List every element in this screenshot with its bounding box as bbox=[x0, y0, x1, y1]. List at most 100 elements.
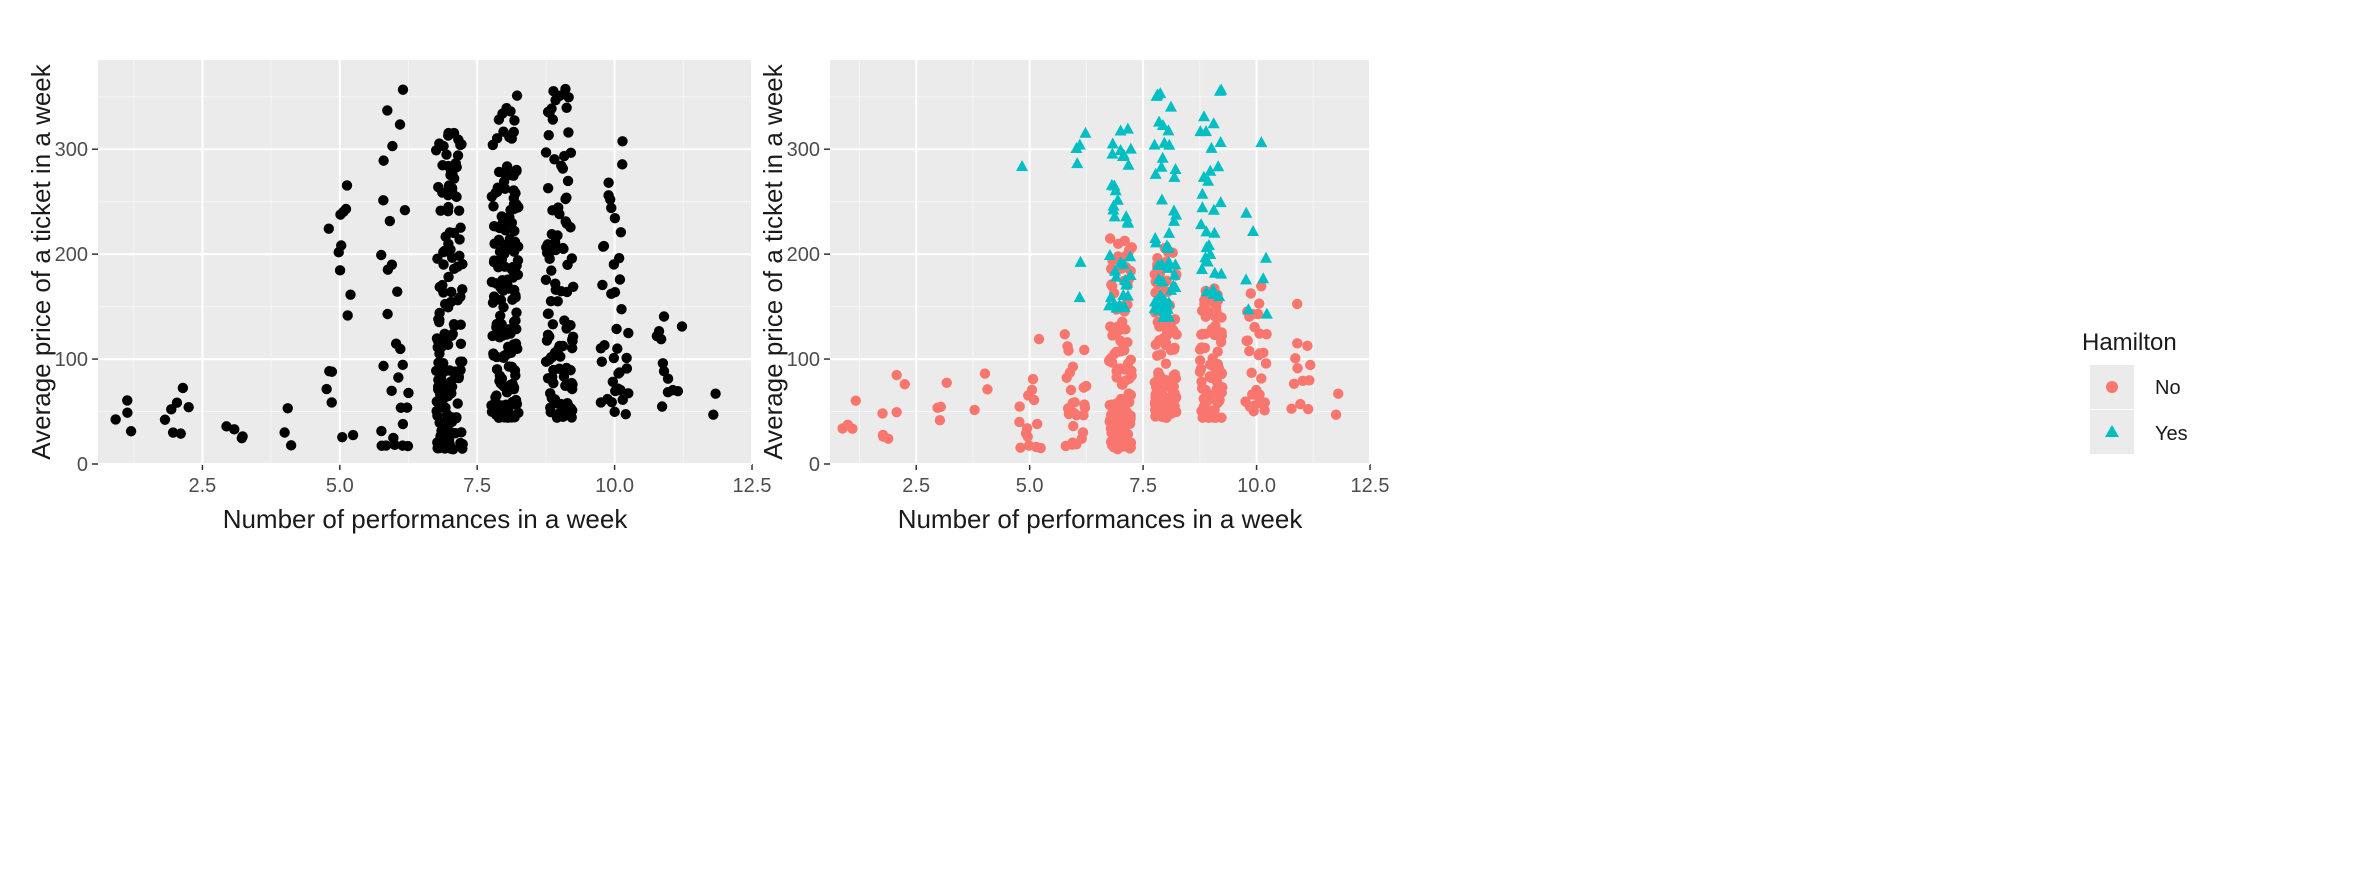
data-point-no bbox=[1302, 340, 1313, 352]
data-point bbox=[676, 321, 688, 332]
data-point-yes bbox=[1260, 307, 1273, 319]
y-tick-label: 0 bbox=[809, 454, 820, 476]
data-point bbox=[509, 115, 520, 126]
data-point-no bbox=[1288, 378, 1300, 389]
data-point bbox=[442, 206, 454, 217]
data-point-yes bbox=[1122, 158, 1135, 170]
data-point-no bbox=[1119, 235, 1130, 246]
data-point-no bbox=[1151, 350, 1163, 361]
data-point bbox=[403, 387, 414, 399]
data-point-no bbox=[1033, 333, 1045, 345]
data-point bbox=[488, 348, 499, 359]
data-point bbox=[563, 127, 574, 138]
data-point-yes bbox=[1199, 125, 1212, 137]
data-point bbox=[710, 388, 721, 399]
data-point-no bbox=[1122, 337, 1133, 348]
x-axis-title: Number of performances in a week bbox=[898, 504, 1304, 534]
data-point-no bbox=[1216, 330, 1227, 342]
data-point-no bbox=[1117, 438, 1128, 450]
data-point bbox=[611, 323, 622, 335]
data-point-yes bbox=[1196, 201, 1209, 213]
data-point bbox=[542, 183, 554, 194]
data-point bbox=[563, 92, 574, 103]
data-point bbox=[125, 426, 137, 437]
data-point bbox=[453, 372, 464, 384]
data-point-yes bbox=[1121, 289, 1134, 301]
data-point bbox=[435, 205, 446, 216]
data-point bbox=[434, 442, 445, 454]
data-point bbox=[437, 340, 448, 352]
data-point-yes bbox=[1240, 273, 1253, 285]
data-point-yes bbox=[1199, 255, 1212, 267]
data-point-no bbox=[1115, 393, 1127, 405]
data-point bbox=[621, 352, 632, 364]
data-point-yes bbox=[1073, 291, 1086, 303]
data-point-yes bbox=[1155, 193, 1168, 205]
data-point-no bbox=[1152, 252, 1163, 264]
data-point bbox=[441, 149, 452, 160]
data-point-no bbox=[877, 408, 888, 419]
data-point bbox=[334, 265, 346, 276]
y-tick-label: 200 bbox=[787, 244, 820, 266]
data-point-no bbox=[1169, 342, 1180, 353]
data-point-yes bbox=[1071, 157, 1084, 169]
data-point-yes bbox=[1215, 267, 1228, 279]
data-point bbox=[386, 259, 398, 270]
data-point-yes bbox=[1195, 262, 1208, 274]
plot-panel-background bbox=[830, 60, 1370, 464]
data-point-no bbox=[1253, 298, 1265, 309]
data-point-no bbox=[1159, 404, 1170, 416]
data-point bbox=[595, 343, 607, 354]
data-point-yes bbox=[1257, 272, 1270, 284]
data-point bbox=[392, 286, 403, 297]
data-point bbox=[452, 398, 463, 409]
data-point-no bbox=[1166, 383, 1177, 394]
data-point-yes bbox=[1074, 255, 1087, 267]
data-point bbox=[444, 227, 455, 238]
data-point bbox=[557, 163, 569, 174]
data-point-no bbox=[1161, 325, 1173, 336]
data-point-no bbox=[1035, 442, 1046, 454]
data-point-no bbox=[1106, 279, 1117, 290]
data-point-yes bbox=[1121, 215, 1134, 227]
data-point bbox=[623, 327, 634, 339]
data-point bbox=[443, 441, 454, 452]
data-point-no bbox=[934, 414, 946, 426]
data-point-no bbox=[1240, 396, 1251, 407]
data-point-no bbox=[1333, 388, 1344, 399]
x-tick-label: 10.0 bbox=[595, 475, 634, 497]
data-point-no bbox=[842, 419, 854, 430]
data-point bbox=[550, 94, 561, 106]
data-point bbox=[166, 404, 177, 415]
data-point-no bbox=[1108, 442, 1120, 453]
data-point-no bbox=[1022, 431, 1033, 442]
data-point-yes bbox=[1164, 283, 1177, 295]
data-point-yes bbox=[1202, 174, 1215, 186]
data-point bbox=[175, 428, 186, 439]
data-point-yes bbox=[1148, 138, 1161, 150]
data-point-no bbox=[882, 433, 894, 444]
data-point-no bbox=[1245, 288, 1257, 299]
data-point-yes bbox=[1168, 170, 1181, 182]
data-point bbox=[326, 397, 337, 408]
data-point bbox=[395, 402, 407, 413]
data-point-no bbox=[1169, 401, 1180, 412]
data-point bbox=[382, 308, 393, 320]
data-point-no bbox=[1106, 427, 1117, 439]
y-tick-label: 300 bbox=[787, 139, 820, 161]
data-point bbox=[493, 114, 505, 125]
data-point bbox=[446, 330, 457, 342]
data-point-no bbox=[1027, 373, 1039, 385]
data-point bbox=[454, 234, 465, 245]
data-point-no bbox=[1150, 339, 1161, 350]
data-point bbox=[451, 161, 462, 173]
data-point bbox=[446, 416, 458, 427]
data-point-no bbox=[1247, 389, 1258, 400]
data-point bbox=[598, 240, 610, 252]
data-point-yes bbox=[1207, 117, 1220, 129]
data-point bbox=[651, 330, 663, 342]
data-point bbox=[540, 147, 552, 158]
data-point bbox=[446, 286, 457, 298]
data-point-no bbox=[1248, 400, 1260, 412]
data-point bbox=[397, 359, 408, 371]
